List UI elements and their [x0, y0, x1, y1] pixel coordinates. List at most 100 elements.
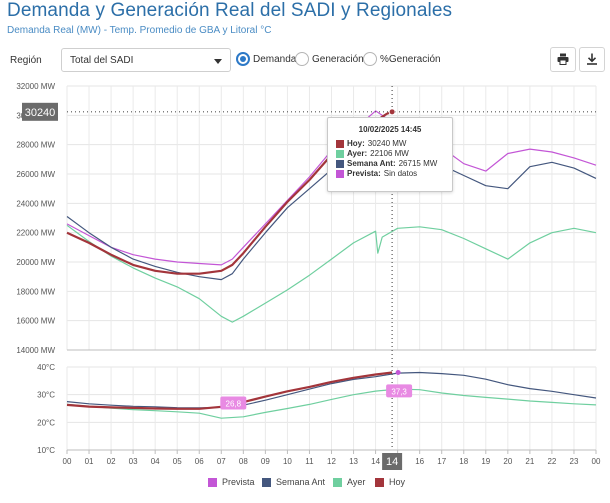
x-tick-label: 16 [415, 457, 424, 466]
tooltip-swatch [336, 139, 344, 148]
legend-label: Ayer [347, 477, 366, 487]
x-tick-label: 05 [173, 457, 182, 466]
radio-generacion-label: Generación [312, 53, 364, 65]
chevron-down-icon [214, 59, 222, 64]
radio-dot-icon [295, 52, 309, 66]
tooltip-row: Hoy: 30240 MW [336, 139, 444, 148]
tooltip-row: Ayer: 22106 MW [336, 149, 444, 158]
x-tick-label: 11 [305, 457, 314, 466]
tooltip-value: Sin datos [383, 169, 418, 178]
temp-badge-ayer [386, 384, 413, 398]
crosshair-y-label: 30240 [25, 107, 56, 119]
x-tick-label: 07 [217, 457, 226, 466]
radio-demanda-label: Demanda [253, 53, 297, 65]
temp-badge-ayer-label: 37,3 [391, 387, 407, 396]
y-tick-label: 40°C [37, 363, 55, 372]
x-tick-label: 12 [327, 457, 336, 466]
x-tick-label: 20 [503, 457, 512, 466]
legend-label: Prevista [222, 477, 255, 487]
y-tick-label: 20°C [37, 418, 55, 427]
chart-legend: Prevista Semana Ant Ayer Hoy [0, 474, 610, 490]
page-subtitle: Demanda Real (MW) - Temp. Promedio de GB… [7, 25, 272, 36]
x-tick-label: 22 [547, 457, 556, 466]
radio-dot-icon [236, 52, 250, 66]
x-tick-label: 04 [151, 457, 160, 466]
demand-grid: 14000 MW 16000 MW 18000 MW 20000 MW 22000 MW… [16, 82, 597, 355]
y-tick-label: 18000 MW [16, 287, 55, 296]
tooltip-title: 10/02/2025 14:45 [358, 125, 422, 134]
radio-porc-generacion[interactable]: %Generación [363, 52, 441, 66]
crosshair-y-badge [22, 102, 58, 121]
tooltip-row: Semana Ant: 26715 MW [336, 159, 444, 168]
x-tick-label: 14 [371, 457, 380, 466]
temp-prevista-point [395, 370, 401, 376]
radio-generacion[interactable]: Generación [295, 52, 364, 66]
y-tick-label: 22000 MW [16, 229, 55, 238]
legend-swatch [375, 477, 384, 487]
download-icon [587, 53, 597, 65]
legend-item-prevista[interactable]: Prevista [208, 477, 255, 487]
legend-swatch [208, 477, 217, 487]
page-title: Demanda y Generación Real del SADI y Reg… [7, 0, 453, 21]
legend-item-ayer[interactable]: Ayer [333, 477, 365, 487]
download-button[interactable] [579, 47, 605, 72]
temperature-grid: 10°C 20°C 30°C 40°C 00 01 02 03 04 05 06 07 08 09 10 11… [37, 363, 601, 466]
crosshair-x-label: 14 [386, 456, 398, 468]
printer-icon [557, 53, 569, 65]
x-tick-label: 17 [437, 457, 446, 466]
print-button[interactable] [550, 47, 576, 72]
radio-dot-icon [363, 52, 377, 66]
x-tick-label: 00 [592, 457, 601, 466]
legend-item-semana-ant[interactable]: Semana Ant [262, 477, 325, 487]
tooltip: 10/02/2025 14:45 Hoy: 30240 MW Ayer: 22106 … [327, 117, 453, 192]
series-line-ayer [66, 388, 597, 419]
legend-label: Hoy [389, 477, 406, 487]
tooltip-label: Hoy: [347, 139, 365, 148]
x-tick-label: 03 [129, 457, 138, 466]
hover-point [388, 108, 396, 116]
y-tick-label: 32000 MW [16, 82, 55, 91]
tooltip-swatch [336, 159, 344, 168]
y-tick-label: 14000 MW [16, 346, 55, 355]
region-label: Región [10, 55, 42, 66]
tooltip-swatch [336, 169, 344, 178]
y-tick-label: 20000 MW [16, 258, 55, 267]
x-tick-label: 02 [107, 457, 116, 466]
y-tick-label: 30°C [37, 391, 55, 400]
x-tick-label: 18 [459, 457, 468, 466]
x-tick-label: 08 [239, 457, 248, 466]
temp-badge-prevista [220, 396, 247, 410]
y-tick-label: 16000 MW [16, 317, 55, 326]
series-line-semana-ant [66, 371, 597, 409]
legend-swatch [262, 477, 271, 487]
x-tick-label: 09 [261, 457, 270, 466]
region-select[interactable]: Total del SADI [61, 48, 231, 72]
tooltip-label: Semana Ant: [347, 159, 396, 168]
tooltip-label: Ayer: [347, 149, 368, 158]
radio-porc-generacion-label: %Generación [380, 53, 441, 65]
x-tick-label: 06 [195, 457, 204, 466]
legend-swatch [333, 477, 342, 487]
controls-bar: Región Total del SADI Demanda Generación… [0, 46, 610, 74]
x-tick-label: 21 [525, 457, 534, 466]
tooltip-label: Prevista: [347, 169, 381, 178]
tooltip-swatch [336, 149, 344, 158]
x-tick-label: 23 [570, 457, 579, 466]
legend-label: Semana Ant [276, 477, 326, 487]
y-tick-label: 24000 MW [16, 199, 55, 208]
y-tick-label: 26000 MW [16, 170, 55, 179]
crosshair-x-badge [382, 453, 403, 470]
y-tick-label: 28000 MW [16, 141, 55, 150]
series-line-ayer [66, 224, 597, 323]
radio-demanda[interactable]: Demanda [236, 52, 296, 66]
x-tick-label: 13 [349, 457, 358, 466]
legend-item-hoy[interactable]: Hoy [375, 477, 405, 487]
x-tick-label: 10 [283, 457, 292, 466]
tooltip-value: 26715 MW [398, 159, 438, 168]
tooltip-value: 30240 MW [367, 139, 407, 148]
x-tick-label: 01 [85, 457, 94, 466]
x-tick-label: 00 [63, 457, 72, 466]
tooltip-row: Prevista: Sin datos [336, 169, 444, 178]
demand-temperature-chart: 14000 MW 16000 MW 18000 MW 20000 MW 22000 MW… [16, 82, 601, 470]
x-tick-label: 19 [481, 457, 490, 466]
